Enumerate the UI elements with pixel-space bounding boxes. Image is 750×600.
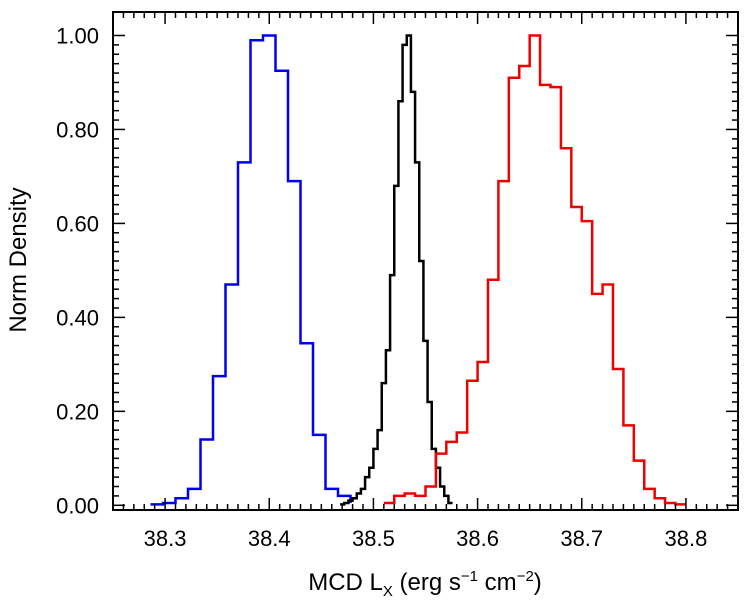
y-tick-label: 0.60	[56, 211, 99, 236]
x-axis-title-unit-c: )	[534, 569, 542, 596]
histogram-series-2	[340, 34, 453, 506]
y-tick-label: 0.80	[56, 117, 99, 142]
y-tick-label: 1.00	[56, 23, 99, 48]
y-tick-label: 0.40	[56, 305, 99, 330]
x-tick-label: 38.3	[144, 526, 187, 551]
histogram-series-1	[150, 34, 352, 506]
x-axis-title-unit-a: (erg s	[393, 569, 461, 596]
plot-series-group	[150, 34, 686, 506]
axis-tick-labels: 38.3 38.4 38.5 38.6 38.7 38.8 0.00 0.20 0.40 0.60…	[56, 23, 707, 551]
x-axis-title: MCD LX (erg s−1 cm−2)	[308, 568, 542, 600]
y-tick-label: 0.20	[56, 399, 99, 424]
x-axis-title-exp-1: −1	[461, 568, 478, 585]
axis-ticks	[112, 12, 739, 510]
x-tick-label: 38.7	[560, 526, 603, 551]
x-tick-label: 38.8	[665, 526, 708, 551]
x-axis-title-subscript: X	[383, 583, 393, 600]
x-axis-title-unit-b: cm	[478, 569, 517, 596]
x-axis-title-exp-2: −2	[517, 568, 534, 585]
y-axis-title: Norm Density	[5, 187, 32, 332]
x-tick-label: 38.4	[248, 526, 291, 551]
y-tick-label: 0.00	[56, 493, 99, 518]
x-tick-label: 38.5	[352, 526, 395, 551]
histogram-series-3	[383, 34, 686, 506]
x-axis-title-main: MCD L	[308, 569, 383, 596]
plot-frame	[112, 11, 739, 511]
x-tick-label: 38.6	[456, 526, 499, 551]
